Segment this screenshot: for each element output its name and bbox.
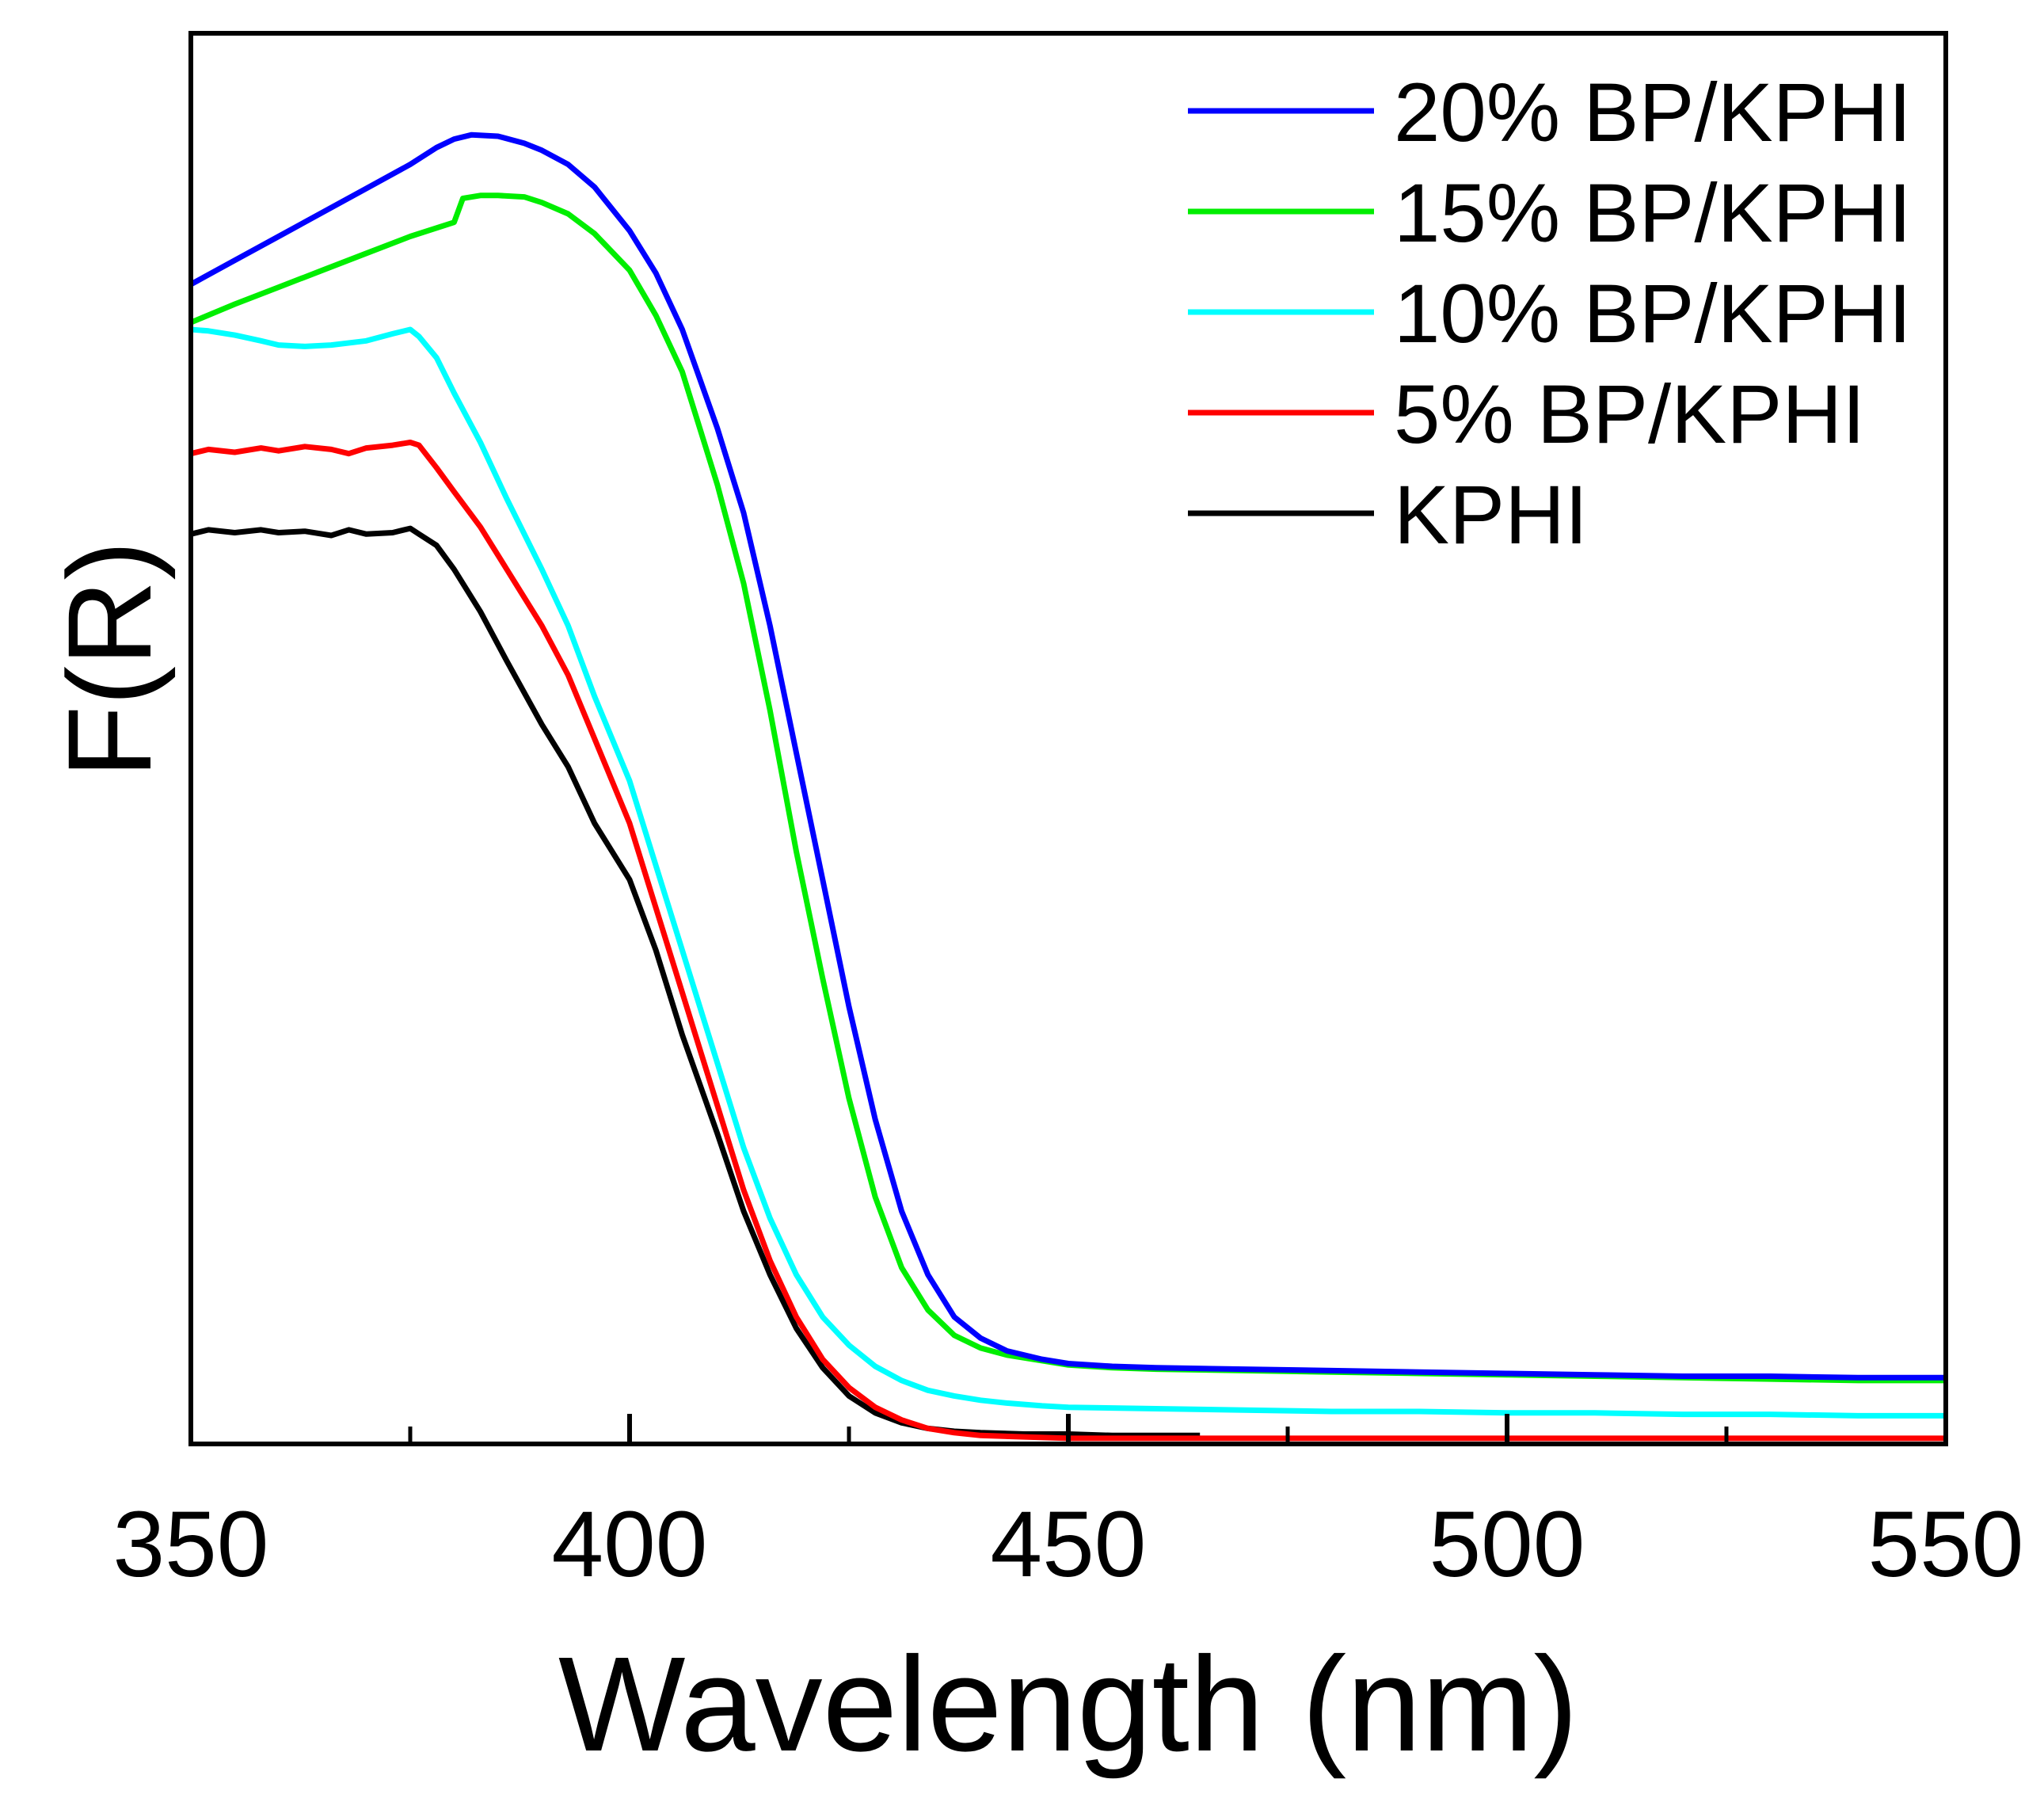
x-tick-label-2: 450 [991, 1492, 1147, 1597]
x-axis-ticks [188, 1414, 1948, 1444]
x-axis-label: Wavelength (nm) [558, 1629, 1578, 1780]
x-tick-label-1: 400 [552, 1492, 708, 1597]
series-line-0 [189, 131, 1946, 1381]
legend-label-1: 15% BP/KPHI [1394, 167, 1912, 260]
y-axis-label: F(R) [43, 541, 176, 779]
legend-label-3: 5% BP/KPHI [1394, 368, 1865, 461]
legend-label-4: KPHI [1394, 469, 1588, 562]
x-tick-label-4: 550 [1868, 1492, 2024, 1597]
series-line-2 [190, 326, 1946, 1419]
legend-label-2: 10% BP/KPHI [1394, 268, 1912, 360]
series-line-3 [190, 440, 1946, 1442]
x-tick-label-3: 500 [1429, 1492, 1585, 1597]
x-axis-tick-labels: 350 400 450 500 550 [113, 1492, 2024, 1597]
x-tick-label-0: 350 [113, 1492, 269, 1597]
series-layer [189, 131, 1946, 1442]
legend-label-0: 20% BP/KPHI [1394, 67, 1912, 159]
